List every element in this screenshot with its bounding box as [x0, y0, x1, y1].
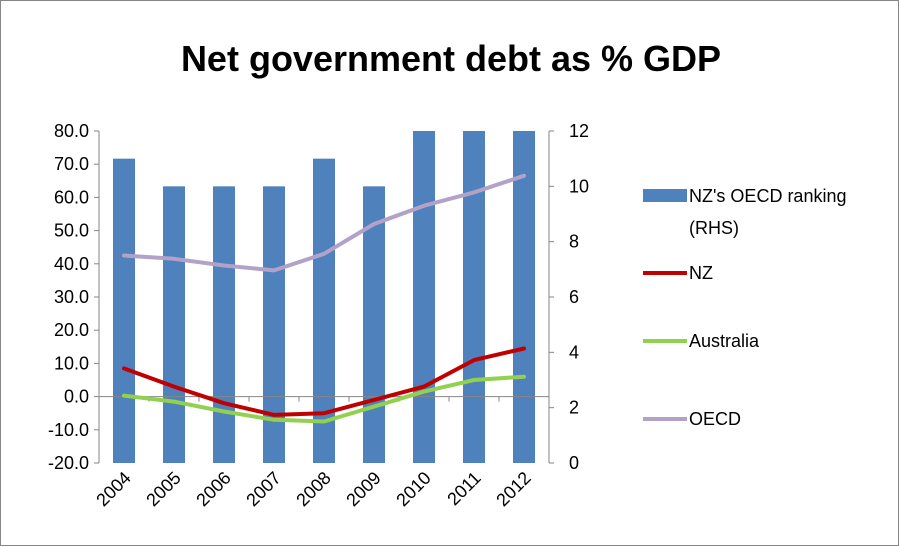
x-tick-label: 2010	[392, 468, 434, 510]
x-tick-label: 2004	[92, 468, 134, 510]
line-nz	[122, 346, 526, 417]
right-tick-label: 8	[569, 232, 579, 252]
legend: NZ's OECD ranking (RHS) NZ Australia OECD	[643, 186, 846, 429]
bar-2011	[463, 131, 485, 463]
bar-2004	[113, 158, 135, 463]
left-tick-label: -20.0	[48, 453, 89, 473]
bar-2012	[513, 131, 535, 463]
left-tick-label: 10.0	[54, 353, 89, 373]
left-tick-label: -10.0	[48, 420, 89, 440]
bar-2010	[413, 131, 435, 463]
line-series-group	[122, 173, 526, 424]
right-tick-label: 0	[569, 453, 579, 473]
line-oecd	[122, 173, 526, 273]
right-tick-label: 12	[569, 121, 589, 141]
x-tick-label: 2012	[492, 468, 534, 510]
bar-2006	[213, 186, 235, 464]
right-tick-label: 4	[569, 342, 579, 362]
legend-label-nz: NZ	[689, 263, 713, 283]
x-tick-label: 2005	[142, 468, 184, 510]
left-tick-label: 80.0	[54, 121, 89, 141]
x-tick-label: 2006	[192, 468, 234, 510]
x-tick-label: 2007	[242, 468, 284, 510]
bar-2005	[163, 186, 185, 464]
legend-label-oecd: OECD	[689, 409, 741, 429]
left-tick-label: 30.0	[54, 287, 89, 307]
line-australia	[122, 374, 526, 424]
legend-label-australia: Australia	[689, 331, 760, 351]
right-tick-label: 10	[569, 176, 589, 196]
chart-title: Net government debt as % GDP	[181, 38, 721, 79]
axes-group: 80.0 70.0 60.0 50.0 40.0 30.0 20.0 10.0 0.0 -10.0…	[48, 121, 589, 510]
legend-label-nz-s-oecd-ranking-rhs: NZ's OECD ranking	[689, 186, 846, 206]
x-tick-label: 2009	[342, 468, 384, 510]
left-tick-label: 50.0	[54, 221, 89, 241]
x-tick-label: 2011	[443, 468, 485, 510]
left-tick-label: 70.0	[54, 154, 89, 174]
bar-2008	[313, 158, 335, 463]
legend-label-nz-s-oecd-ranking-rhs-line2: (RHS)	[689, 218, 739, 238]
bar-2007	[263, 186, 285, 464]
bar-2009	[363, 186, 385, 464]
left-tick-label: 40.0	[54, 254, 89, 274]
legend-swatch-nz-s-oecd-ranking-rhs	[643, 189, 687, 202]
left-tick-label: 60.0	[54, 187, 89, 207]
right-tick-label: 2	[569, 398, 579, 418]
left-tick-label: 0.0	[64, 387, 89, 407]
left-tick-label: 20.0	[54, 320, 89, 340]
right-tick-label: 6	[569, 287, 579, 307]
x-tick-label: 2008	[292, 468, 334, 510]
